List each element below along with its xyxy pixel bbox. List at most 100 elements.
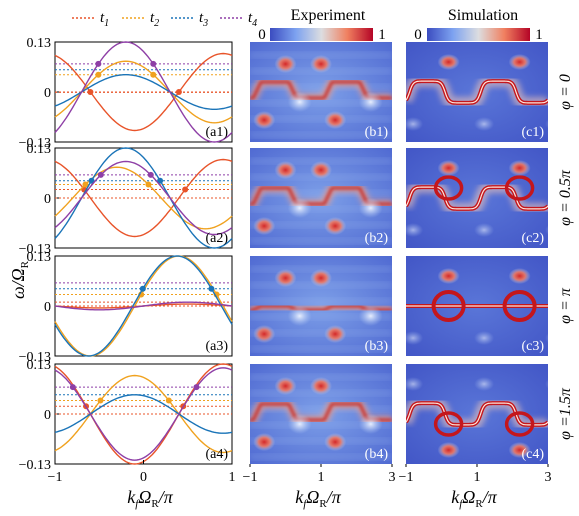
legend-item-t3: t3 <box>171 10 208 29</box>
xtick-label: −1 <box>399 470 414 485</box>
spot <box>437 268 460 284</box>
spot-pale <box>545 333 548 343</box>
xtick-label: 3 <box>389 470 396 485</box>
x-axis-label-b: kfΩR/π <box>295 487 341 510</box>
loop <box>431 290 466 322</box>
loop <box>433 175 464 201</box>
experiment-title: Experiment <box>291 7 366 24</box>
panel-b3: (b3) <box>250 256 392 356</box>
spot-pale <box>545 119 548 129</box>
stripe <box>250 132 392 138</box>
crossing-dot <box>97 397 104 404</box>
spot <box>437 160 460 176</box>
band-t3 <box>54 147 233 249</box>
panel-b1: (b1) <box>250 42 392 142</box>
spot <box>324 325 347 343</box>
stripe <box>250 206 392 212</box>
spot <box>437 54 460 70</box>
panel-b2: (b2) <box>250 148 392 248</box>
band-t4 <box>54 301 233 311</box>
crossing-dot <box>157 177 164 184</box>
colorbar-experiment <box>270 28 373 41</box>
row-4: 0.13 0 −0.13 (a4) (b4) (c4) φ =1.5π <box>19 358 574 473</box>
panel-label: (c3) <box>521 339 544 354</box>
crossing-dot <box>82 181 89 188</box>
panel-label: (b3) <box>365 339 389 354</box>
panel-c4: (c4) <box>406 364 548 464</box>
spot-pale <box>406 331 424 345</box>
spot <box>253 433 276 451</box>
ytick-label: 0 <box>44 192 51 207</box>
spot <box>253 111 276 129</box>
stripe <box>250 346 392 352</box>
spot-pale <box>545 225 548 235</box>
svg-text:φ = π: φ = π <box>557 287 574 324</box>
panel-c1: (c1) <box>406 42 548 142</box>
phase-label: φ = 0.5π <box>557 169 574 226</box>
ytick-label: −0.13 <box>19 458 51 473</box>
ytick-label: 0 <box>44 408 51 423</box>
crossing-dot <box>182 186 189 193</box>
panel-label: (a2) <box>205 231 228 246</box>
svg-text:kfΩR/π: kfΩR/π <box>451 487 497 510</box>
phase-label: φ = 0 <box>557 74 574 110</box>
phase-label: φ = π <box>557 287 574 324</box>
crossing-dot <box>95 60 102 67</box>
legend-item-t4: t4 <box>220 10 257 29</box>
legend-label: t3 <box>199 10 208 29</box>
legend-label: t2 <box>150 10 159 29</box>
heatmap-content <box>250 52 392 138</box>
ytick-label: 0 <box>44 300 51 315</box>
spot <box>437 442 460 458</box>
spot <box>274 269 297 287</box>
band-highlight <box>406 80 548 104</box>
legend-label: t4 <box>248 10 257 29</box>
xtick-label: 3 <box>545 470 552 485</box>
svg-text:kfΩR/π: kfΩR/π <box>127 487 173 510</box>
spot <box>508 160 531 176</box>
ytick-label: −0.13 <box>19 350 51 365</box>
xtick-label: −1 <box>48 470 63 485</box>
spot <box>274 55 297 73</box>
spot <box>324 217 347 235</box>
y-axis-label: ω/ΩR <box>8 260 31 299</box>
loop <box>504 411 535 437</box>
spot <box>508 442 531 458</box>
heatmap-content <box>250 158 392 244</box>
panel-label: (a4) <box>205 447 228 462</box>
crossing-dot <box>150 60 157 67</box>
ytick-label: 0 <box>44 86 51 101</box>
panel-label: (b1) <box>365 125 389 140</box>
panel-a1: 0.13 0 −0.13 (a1) <box>19 36 233 151</box>
spot <box>274 377 297 395</box>
band-t4 <box>54 41 233 143</box>
band-t2 <box>54 60 233 124</box>
crossing-dot <box>88 177 95 184</box>
band-highlight <box>406 402 548 426</box>
panel-a4: 0.13 0 −0.13 (a4) <box>19 358 233 473</box>
colorbar-exp-max: 1 <box>378 27 386 43</box>
crossing-dot <box>208 285 215 292</box>
colorbar-simulation <box>427 28 530 41</box>
ytick-label: 0.13 <box>27 358 52 373</box>
ytick-label: −0.13 <box>19 242 51 257</box>
ytick-label: 0.13 <box>27 36 52 51</box>
phase-label: φ =1.5π <box>557 387 574 440</box>
crossing-dot <box>193 384 200 391</box>
stripe <box>250 84 392 90</box>
panel-label: (b4) <box>365 447 389 462</box>
spot <box>310 161 332 179</box>
spot <box>508 54 531 70</box>
colorbar-sim-min: 0 <box>414 27 422 43</box>
panel-label: (c4) <box>521 447 544 462</box>
stripe <box>250 222 392 228</box>
crossing-dot <box>145 181 152 188</box>
colorbar-exp-min: 0 <box>258 27 266 43</box>
spot-pale <box>406 117 424 131</box>
crossing-dot <box>95 71 102 78</box>
spot <box>310 269 332 287</box>
panel-label: (c1) <box>521 125 544 140</box>
spot <box>253 325 276 343</box>
stripe <box>250 190 392 196</box>
spot <box>310 55 332 73</box>
